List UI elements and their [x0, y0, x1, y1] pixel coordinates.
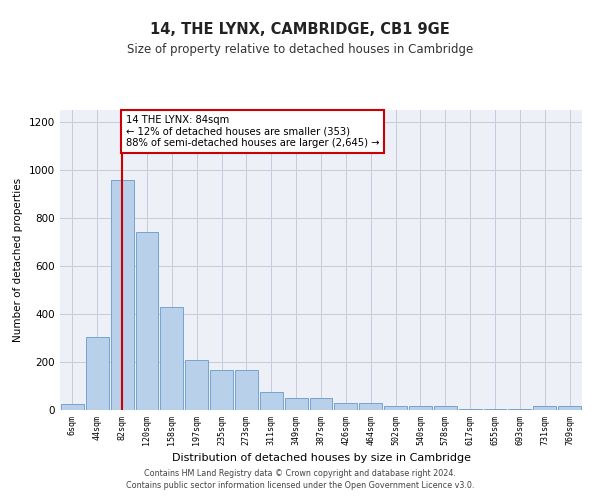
- Bar: [310, 398, 332, 410]
- Bar: [359, 403, 382, 410]
- Bar: [160, 307, 183, 410]
- Bar: [185, 360, 208, 410]
- Bar: [285, 398, 308, 410]
- Bar: [409, 406, 432, 410]
- Bar: [384, 406, 407, 410]
- Bar: [508, 409, 531, 410]
- Bar: [136, 232, 158, 410]
- Text: 14, THE LYNX, CAMBRIDGE, CB1 9GE: 14, THE LYNX, CAMBRIDGE, CB1 9GE: [150, 22, 450, 38]
- Bar: [210, 370, 233, 410]
- Bar: [260, 392, 283, 410]
- X-axis label: Distribution of detached houses by size in Cambridge: Distribution of detached houses by size …: [172, 453, 470, 463]
- Bar: [61, 404, 84, 410]
- Text: 14 THE LYNX: 84sqm
← 12% of detached houses are smaller (353)
88% of semi-detach: 14 THE LYNX: 84sqm ← 12% of detached hou…: [126, 115, 379, 148]
- Bar: [484, 409, 506, 410]
- Bar: [459, 409, 482, 410]
- Text: Contains public sector information licensed under the Open Government Licence v3: Contains public sector information licen…: [126, 481, 474, 490]
- Y-axis label: Number of detached properties: Number of detached properties: [13, 178, 23, 342]
- Bar: [86, 337, 109, 410]
- Text: Contains HM Land Registry data © Crown copyright and database right 2024.: Contains HM Land Registry data © Crown c…: [144, 468, 456, 477]
- Bar: [111, 180, 134, 410]
- Text: Size of property relative to detached houses in Cambridge: Size of property relative to detached ho…: [127, 42, 473, 56]
- Bar: [334, 403, 357, 410]
- Bar: [235, 370, 258, 410]
- Bar: [434, 406, 457, 410]
- Bar: [558, 406, 581, 410]
- Bar: [533, 406, 556, 410]
